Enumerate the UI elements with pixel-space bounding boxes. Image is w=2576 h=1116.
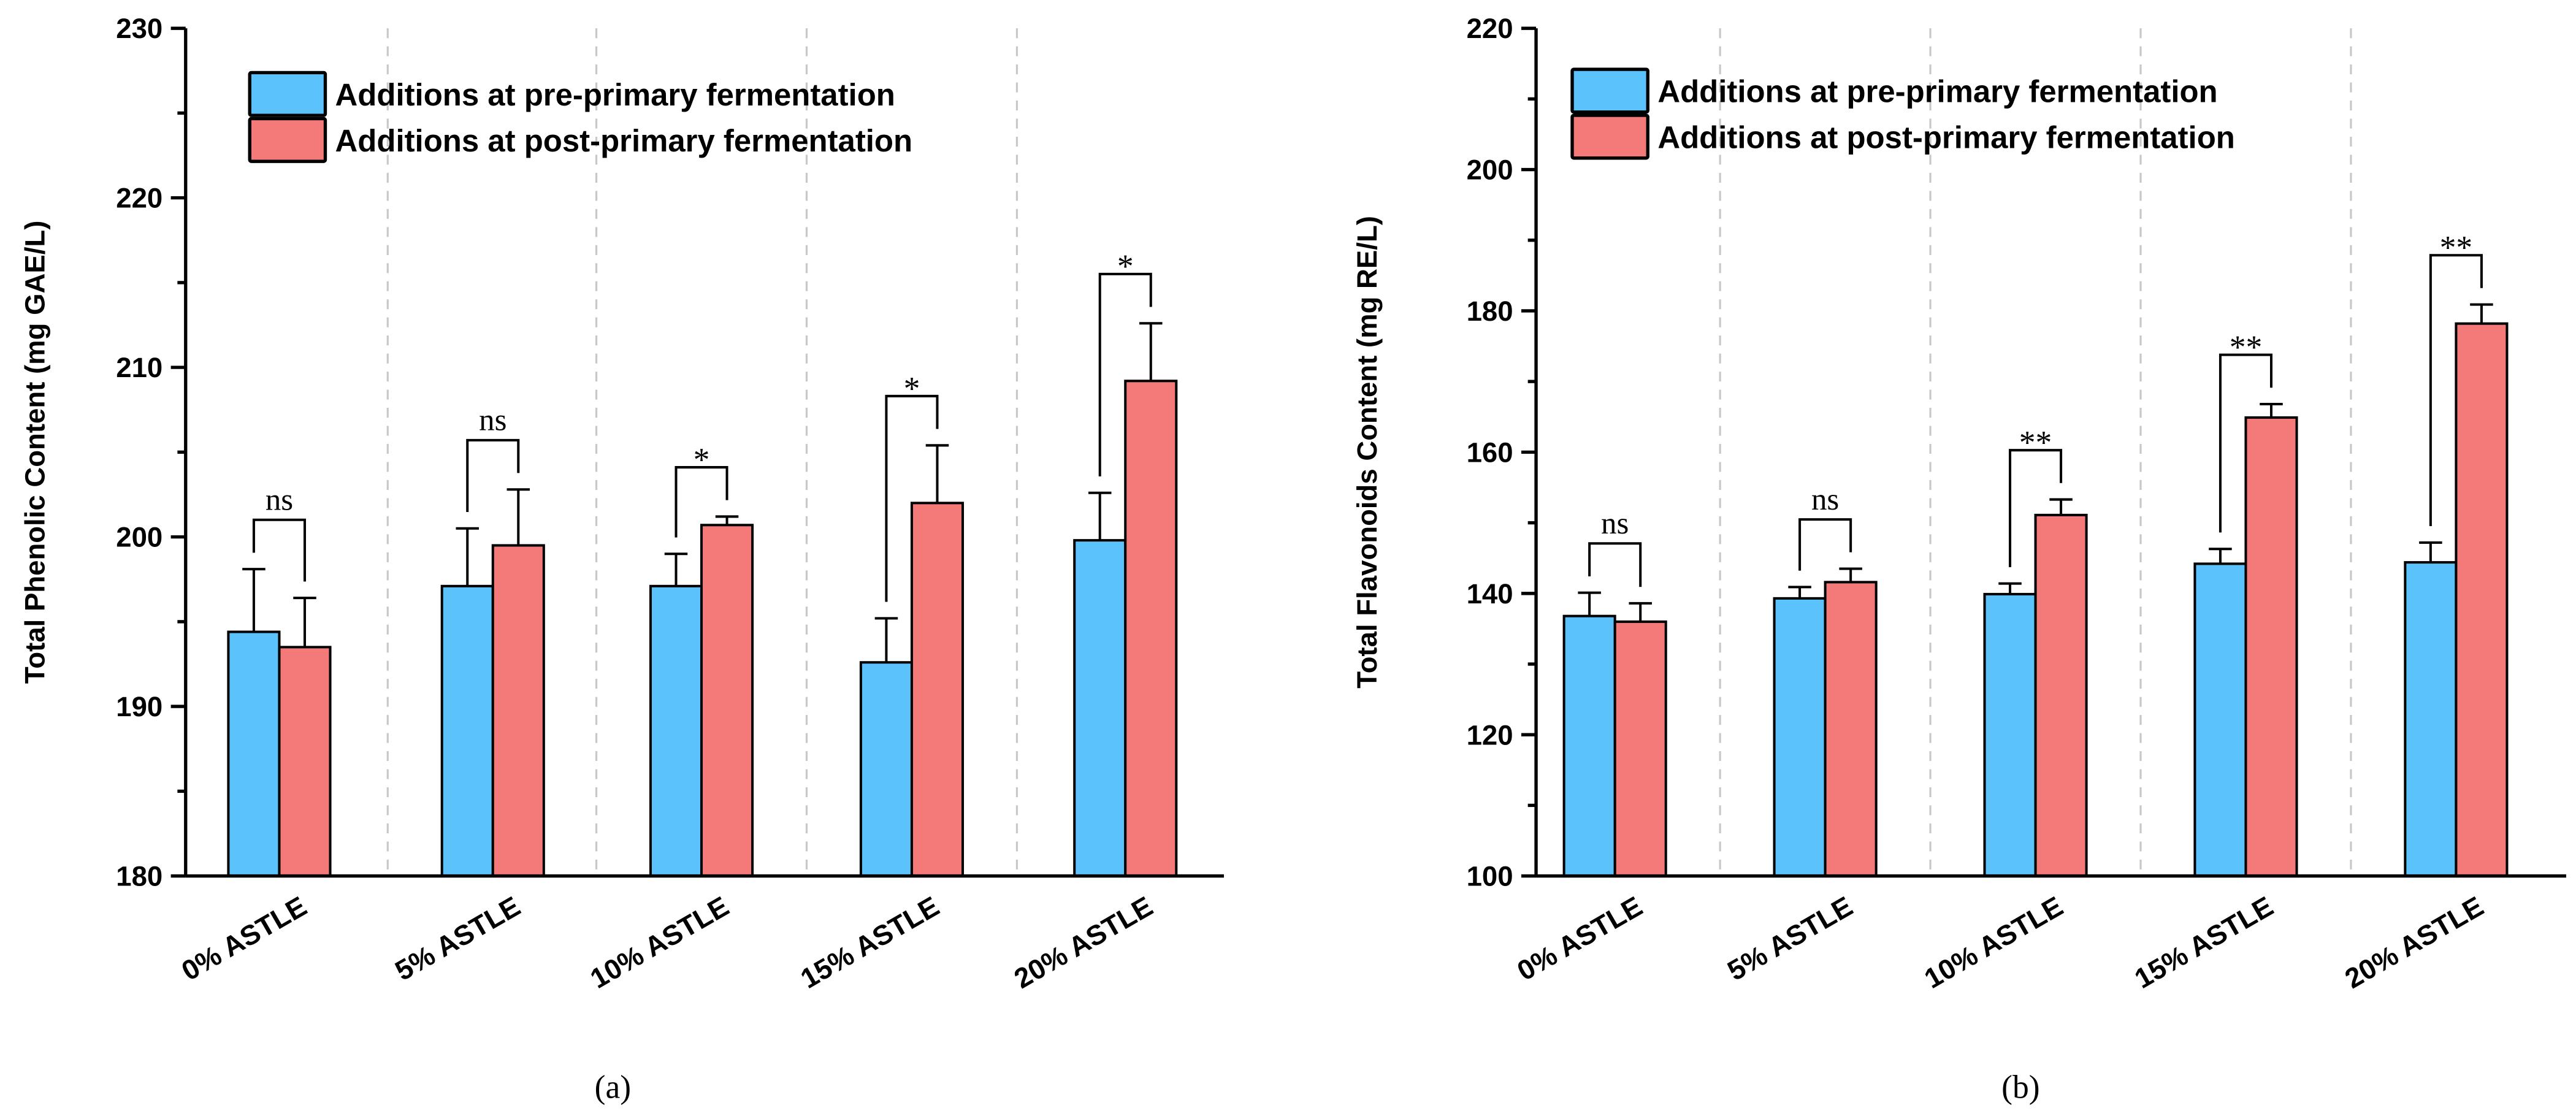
- bar-pre: [649, 584, 703, 877]
- panel-label: (a): [595, 1068, 631, 1105]
- y-axis-title: Total Flavonoids Content (mg RE/L): [1351, 216, 1383, 689]
- x-tick-label: 0% ASTLE: [176, 890, 311, 987]
- legend-swatch-post: [248, 117, 327, 163]
- significance-bracket: [2219, 353, 2273, 533]
- x-tick-label: 5% ASTLE: [390, 890, 526, 987]
- bar-pre: [1773, 597, 1827, 877]
- bar-post: [910, 502, 965, 877]
- panel-label: (b): [2001, 1068, 2039, 1105]
- y-tick-label: 220: [116, 183, 162, 214]
- legend-swatch-pre: [248, 71, 327, 117]
- y-tick-label: 160: [1467, 437, 1513, 468]
- x-tick-label: 5% ASTLE: [1722, 890, 1858, 987]
- bar-pre: [2193, 562, 2247, 877]
- significance-label: *: [694, 441, 710, 478]
- y-tick-label: 140: [1467, 578, 1513, 610]
- significance-bracket: [1588, 542, 1642, 587]
- legend-swatch-pre: [1570, 67, 1649, 114]
- bar-post: [700, 524, 754, 877]
- chart-panel-b: (b) 100 120 140 160 180 200 220 Total Flavonoid…: [1351, 13, 2566, 1105]
- bar-post: [1124, 380, 1178, 877]
- y-tick-label: 230: [116, 13, 162, 44]
- bar-pre: [1983, 592, 2037, 877]
- legend-swatch-post: [1570, 113, 1649, 160]
- y-tick-label: 180: [116, 861, 162, 892]
- significance-bracket: [1098, 272, 1152, 476]
- significance-bracket: [1798, 518, 1852, 571]
- y-tick-label: 190: [116, 691, 162, 722]
- bar-post: [2244, 416, 2298, 877]
- legend-label: Additions at post-primary fermentation: [1657, 120, 2235, 155]
- significance-label: **: [2230, 329, 2263, 365]
- significance-label: **: [2019, 424, 2052, 461]
- significance-bracket: [885, 394, 939, 602]
- y-tick-label: 210: [116, 352, 162, 383]
- bar-pre: [440, 584, 494, 877]
- significance-label: ns: [266, 483, 293, 518]
- bar-post: [2034, 513, 2088, 877]
- bar-post: [491, 544, 545, 877]
- y-tick-label: 200: [1467, 155, 1513, 186]
- bar-pre: [227, 630, 281, 877]
- bar-post: [1613, 620, 1667, 877]
- x-tick-label: 0% ASTLE: [1512, 890, 1648, 987]
- y-tick-label: 220: [1467, 13, 1513, 44]
- x-tick-label: 10% ASTLE: [1919, 890, 2068, 995]
- x-tick-label: 15% ASTLE: [795, 890, 944, 995]
- significance-label: ns: [479, 403, 506, 438]
- x-tick-label: 15% ASTLE: [2130, 890, 2279, 995]
- x-tick-label: 20% ASTLE: [1009, 890, 1158, 995]
- significance-label: **: [2440, 229, 2473, 266]
- x-tick-label: 10% ASTLE: [585, 890, 734, 995]
- y-tick-label: 100: [1467, 861, 1513, 892]
- y-tick-label: 200: [116, 522, 162, 553]
- bar-post: [278, 646, 332, 877]
- bar-post: [1824, 581, 1878, 877]
- bar-pre: [1073, 539, 1127, 877]
- bar-post: [2455, 322, 2509, 877]
- legend-label: Additions at pre-primary fermentation: [335, 77, 895, 112]
- y-tick-label: 120: [1467, 719, 1513, 751]
- significance-label: ns: [1601, 506, 1629, 541]
- x-tick-label: 20% ASTLE: [2339, 890, 2488, 995]
- significance-label: *: [1117, 248, 1134, 285]
- bar-pre: [859, 661, 913, 877]
- y-tick-label: 180: [1467, 296, 1513, 327]
- y-axis-title: Total Phenolic Content (mg GAE/L): [19, 221, 50, 684]
- significance-label: ns: [1811, 483, 1839, 517]
- chart-panel-a: (a) 180 190 200 210 220 230 Total Phenolic Con…: [19, 13, 1225, 1105]
- significance-bracket: [675, 466, 728, 538]
- bar-pre: [1562, 614, 1616, 877]
- significance-bracket: [466, 438, 520, 513]
- bar-pre: [2404, 561, 2458, 877]
- legend-label: Additions at post-primary fermentation: [335, 123, 913, 158]
- legend-label: Additions at pre-primary fermentation: [1657, 74, 2217, 109]
- significance-bracket: [252, 518, 307, 582]
- significance-label: *: [904, 370, 920, 407]
- significance-bracket: [2429, 254, 2483, 527]
- significance-bracket: [2009, 449, 2063, 567]
